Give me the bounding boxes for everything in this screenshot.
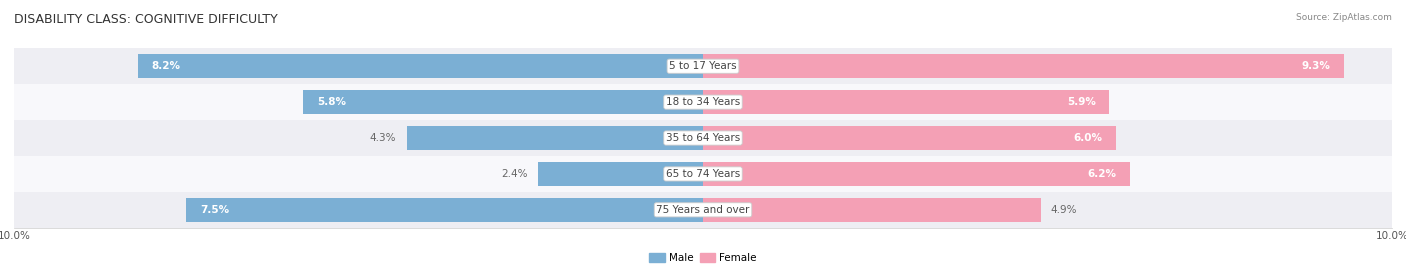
Bar [406, 126, 703, 150]
Text: 9.3%: 9.3% [1301, 61, 1330, 71]
Text: Source: ZipAtlas.com: Source: ZipAtlas.com [1296, 13, 1392, 23]
Text: 4.9%: 4.9% [1050, 205, 1077, 215]
Bar [14, 48, 1392, 84]
Text: 8.2%: 8.2% [152, 61, 181, 71]
Bar [703, 198, 1040, 222]
Text: DISABILITY CLASS: COGNITIVE DIFFICULTY: DISABILITY CLASS: COGNITIVE DIFFICULTY [14, 13, 278, 27]
Bar [703, 162, 1130, 186]
Text: 5 to 17 Years: 5 to 17 Years [669, 61, 737, 71]
Text: 6.0%: 6.0% [1074, 133, 1102, 143]
Bar [14, 84, 1392, 120]
Bar [703, 126, 1116, 150]
Bar [186, 198, 703, 222]
Bar [138, 54, 703, 79]
Bar [537, 162, 703, 186]
Bar [14, 156, 1392, 192]
Text: 5.8%: 5.8% [318, 97, 346, 107]
Text: 5.9%: 5.9% [1067, 97, 1095, 107]
Bar [304, 90, 703, 114]
Text: 6.2%: 6.2% [1087, 169, 1116, 179]
Bar [14, 120, 1392, 156]
Text: 35 to 64 Years: 35 to 64 Years [666, 133, 740, 143]
Text: 18 to 34 Years: 18 to 34 Years [666, 97, 740, 107]
Text: 65 to 74 Years: 65 to 74 Years [666, 169, 740, 179]
Text: 2.4%: 2.4% [501, 169, 527, 179]
Text: 4.3%: 4.3% [370, 133, 396, 143]
Bar [703, 54, 1344, 79]
Text: 7.5%: 7.5% [200, 205, 229, 215]
Text: 75 Years and over: 75 Years and over [657, 205, 749, 215]
Bar [703, 90, 1109, 114]
Bar [14, 192, 1392, 228]
Legend: Male, Female: Male, Female [645, 249, 761, 267]
